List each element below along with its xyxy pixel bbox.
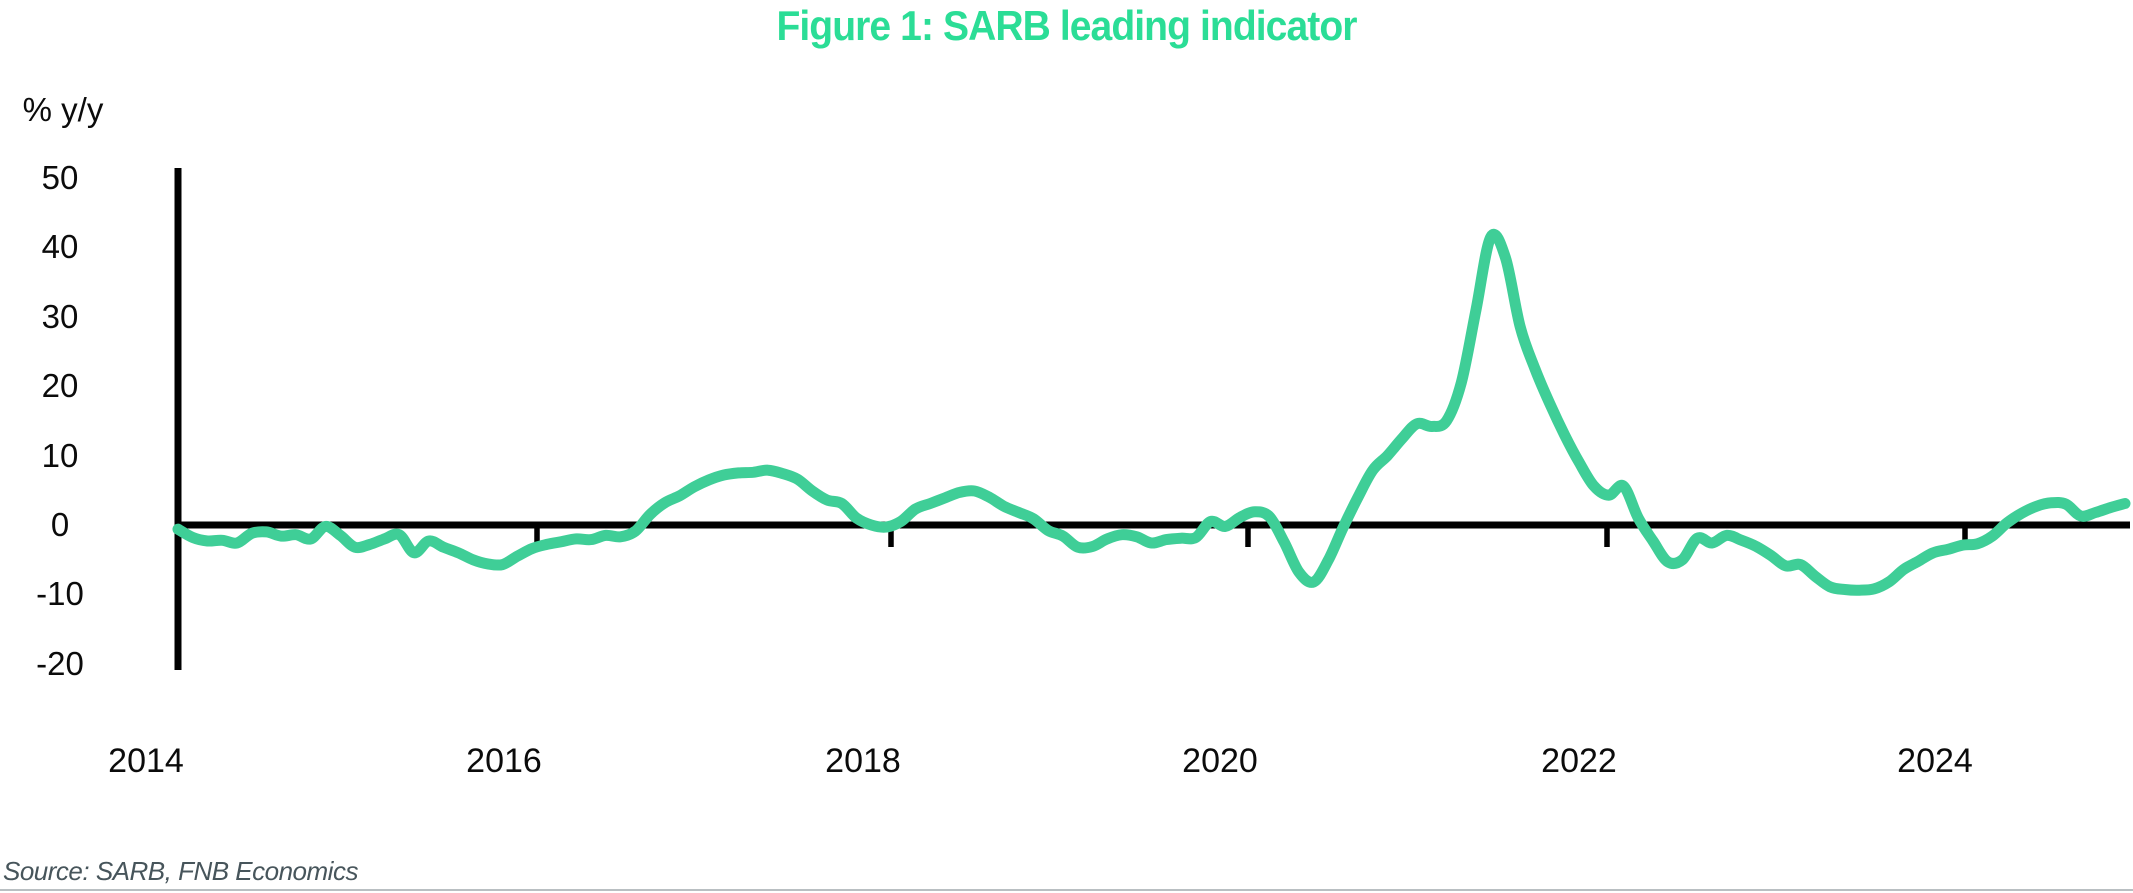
source-note: Source: SARB, FNB Economics: [3, 856, 358, 886]
bottom-divider: [0, 889, 2133, 891]
y-tick-label: 50: [41, 159, 79, 196]
y-tick-label: 0: [50, 506, 70, 543]
x-tick-label: 2024: [1897, 742, 1973, 780]
x-tick-label: 2018: [825, 742, 901, 780]
y-tick-label: 20: [41, 367, 79, 405]
x-tick-label: 2014: [108, 742, 184, 780]
y-tick-label: -10: [36, 575, 84, 613]
chart-title: Figure 1: SARB leading indicator: [776, 2, 1357, 49]
y-tick-label: 10: [41, 436, 79, 474]
y-axis-unit-label: % y/y: [22, 91, 104, 128]
x-tick-label: 2020: [1182, 742, 1258, 780]
x-tick-label: 2016: [466, 742, 542, 780]
indicator-line: [172, 228, 2131, 596]
y-tick-label: -20: [36, 644, 84, 682]
x-tick-label: 2022: [1541, 742, 1617, 780]
y-tick-label: 40: [41, 228, 79, 266]
y-tick-label: 30: [41, 297, 79, 335]
